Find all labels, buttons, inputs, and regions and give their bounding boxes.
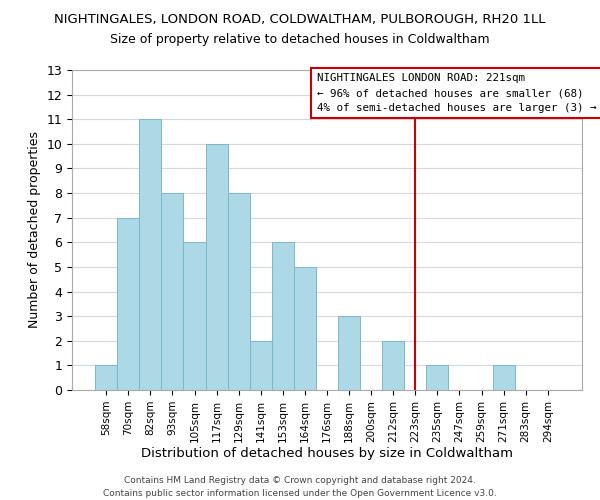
Text: NIGHTINGALES, LONDON ROAD, COLDWALTHAM, PULBOROUGH, RH20 1LL: NIGHTINGALES, LONDON ROAD, COLDWALTHAM, … xyxy=(54,12,546,26)
Text: Contains HM Land Registry data © Crown copyright and database right 2024.: Contains HM Land Registry data © Crown c… xyxy=(124,476,476,485)
Bar xyxy=(206,144,227,390)
Y-axis label: Number of detached properties: Number of detached properties xyxy=(28,132,41,328)
Bar xyxy=(427,366,448,390)
Bar xyxy=(95,366,117,390)
Bar xyxy=(227,193,250,390)
Bar xyxy=(117,218,139,390)
Bar xyxy=(493,366,515,390)
Bar xyxy=(161,193,184,390)
Bar xyxy=(184,242,206,390)
Bar xyxy=(294,267,316,390)
Bar xyxy=(272,242,294,390)
Bar xyxy=(139,119,161,390)
X-axis label: Distribution of detached houses by size in Coldwaltham: Distribution of detached houses by size … xyxy=(141,448,513,460)
Bar xyxy=(338,316,360,390)
Bar xyxy=(250,341,272,390)
Bar xyxy=(382,341,404,390)
Text: Size of property relative to detached houses in Coldwaltham: Size of property relative to detached ho… xyxy=(110,32,490,46)
Text: NIGHTINGALES LONDON ROAD: 221sqm
← 96% of detached houses are smaller (68)
4% of: NIGHTINGALES LONDON ROAD: 221sqm ← 96% o… xyxy=(317,73,596,113)
Text: Contains public sector information licensed under the Open Government Licence v3: Contains public sector information licen… xyxy=(103,489,497,498)
